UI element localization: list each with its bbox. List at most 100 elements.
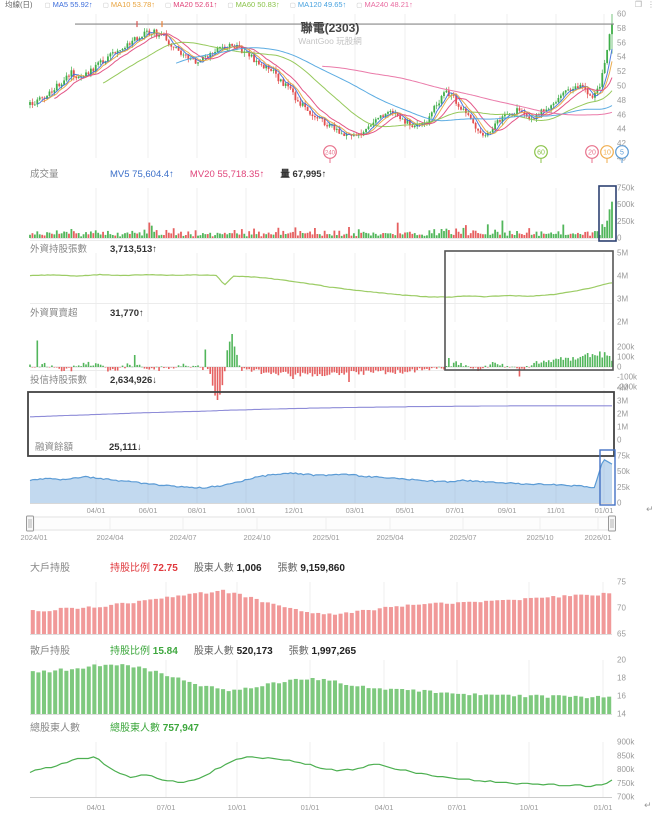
svg-text:2025/01: 2025/01 <box>312 533 339 542</box>
major-holders-count-label: 股東人數 <box>193 563 234 574</box>
svg-text:2025/04: 2025/04 <box>376 533 403 542</box>
retail-holders-chart[interactable] <box>30 664 612 714</box>
svg-text:07/01: 07/01 <box>446 506 465 515</box>
ma-legend-bar: 均線(日) ▢ MA5 55.92↑ ▢ MA10 53.78↑ ▢ MA20 52.61… <box>5 0 655 11</box>
checkbox-icon[interactable]: ▢ <box>165 1 172 9</box>
svg-text:07/01: 07/01 <box>448 803 467 812</box>
retail-holders-count-value: 520,173 <box>236 646 273 657</box>
svg-text:3M: 3M <box>617 295 628 304</box>
ma-legend-item[interactable]: ▢ MA60 50.83↑ <box>227 0 279 9</box>
total-holders-stat-row: 總股東人數 總股東人數 757,947 <box>30 719 199 734</box>
ma-legend-label: MA240 48.21↑ <box>364 0 413 10</box>
checkbox-icon[interactable]: ▢ <box>227 1 234 9</box>
svg-text:10: 10 <box>603 150 611 157</box>
svg-text:-100k: -100k <box>617 373 638 382</box>
retail-holders-label: 散戶持股 <box>30 646 70 657</box>
svg-text:60: 60 <box>537 150 545 157</box>
checkbox-icon[interactable]: ▢ <box>44 1 51 9</box>
volume-stat-row: 成交量 MV5 75,604.4↑ MV20 55,718.35↑ 量 67,9… <box>30 166 326 180</box>
svg-text:2024/01: 2024/01 <box>20 533 47 542</box>
major-lots-value: 9,159,860 <box>300 563 345 574</box>
volume-value: 量 67,995↑ <box>280 169 327 180</box>
checkbox-icon[interactable]: ▢ <box>356 1 363 9</box>
major-lots-stat: 張數 9,159,860 <box>278 559 345 574</box>
ma-legend-label: MA20 52.61↑ <box>173 0 218 10</box>
svg-text:20: 20 <box>588 150 596 157</box>
checkbox-icon[interactable]: ▢ <box>102 1 109 9</box>
total-holders-stat: 總股東人數 757,947 <box>110 719 199 734</box>
navigator[interactable]: 2024/01 2024/04 2024/07 2024/10 2025/01 2025/… <box>20 515 616 542</box>
ma-legend-label: MA60 50.83↑ <box>235 0 280 10</box>
ma-legend-label: MA5 55.92↑ <box>52 0 93 10</box>
svg-text:250k: 250k <box>617 217 635 226</box>
date-axis: 04/01 06/01 08/01 10/01 12/01 03/01 05/01 07/01… <box>87 506 614 812</box>
major-ratio-label: 持股比例 <box>110 563 150 574</box>
checkbox-icon[interactable]: ▢ <box>289 1 296 9</box>
major-holders-label: 大戶持股 <box>30 563 70 574</box>
foreign-holdings-chart[interactable] <box>29 273 613 298</box>
trust-holdings-chart[interactable] <box>30 405 612 418</box>
total-holders-value-label: 總股東人數 <box>110 723 160 734</box>
ma-legend-item[interactable]: ▢ MA5 55.92↑ <box>45 0 93 9</box>
svg-text:2M: 2M <box>617 318 628 327</box>
foreign-net-label: 外資買賣超 <box>30 308 78 319</box>
navigator-handle-left[interactable] <box>26 515 34 532</box>
svg-text:750k: 750k <box>617 184 635 193</box>
more-icon[interactable]: ⋮ <box>647 0 655 9</box>
volume-chart[interactable] <box>29 201 613 238</box>
svg-text:16: 16 <box>617 692 626 701</box>
volume-mv20-value: MV20 55,718.35↑ <box>189 169 265 180</box>
trust-holdings-stat-row: 投信持股張數 2,634,926↓ <box>30 372 157 386</box>
svg-text:01/01: 01/01 <box>301 803 320 812</box>
svg-text:08/01: 08/01 <box>188 506 207 515</box>
svg-text:01/01: 01/01 <box>594 803 613 812</box>
expand-icon[interactable]: ❐ <box>634 0 642 9</box>
trust-holdings-value: 2,634,926↓ <box>110 375 158 386</box>
ma-legend-item[interactable]: ▢ MA120 49.65↑ <box>290 0 347 9</box>
svg-text:48: 48 <box>617 96 626 105</box>
svg-text:01/01: 01/01 <box>595 506 614 515</box>
margin-chart[interactable] <box>29 459 613 503</box>
svg-text:500k: 500k <box>617 200 635 209</box>
svg-text:58: 58 <box>617 24 626 33</box>
svg-text:75: 75 <box>617 578 626 587</box>
watermark: WantGoo 玩股網 <box>298 36 362 46</box>
foreign-holdings-stat-row: 外資持股張數 3,713,513↑ <box>30 241 157 255</box>
navigator-handle-right[interactable] <box>608 515 616 532</box>
svg-text:03/01: 03/01 <box>346 506 365 515</box>
major-ratio-stat: 持股比例 72.75 <box>110 559 178 574</box>
svg-text:2024/07: 2024/07 <box>169 533 196 542</box>
svg-text:04/01: 04/01 <box>87 803 106 812</box>
price-chart[interactable] <box>29 14 614 140</box>
chart-title: 聯電(2303) <box>300 21 360 35</box>
return-indicator-top: ↵ <box>646 504 654 514</box>
svg-text:25k: 25k <box>617 483 631 492</box>
svg-text:12/01: 12/01 <box>285 506 304 515</box>
svg-text:56: 56 <box>617 38 626 47</box>
ma-legend-item[interactable]: ▢ MA10 53.78↑ <box>103 0 155 9</box>
ma-legend-item[interactable]: ▢ MA20 52.61↑ <box>165 0 217 9</box>
svg-text:07/01: 07/01 <box>157 803 176 812</box>
ma-legend-item[interactable]: ▢ MA240 48.21↑ <box>356 0 413 9</box>
window-controls: ❐ ⋮ <box>635 0 655 9</box>
svg-text:46: 46 <box>617 110 626 119</box>
foreign-net-chart[interactable] <box>29 334 613 400</box>
ma-legend-items: ▢ MA5 55.92↑ ▢ MA10 53.78↑ ▢ MA20 52.61↑ ▢ MA60… <box>45 0 423 9</box>
retail-lots-stat: 張數 1,997,265 <box>289 642 356 657</box>
svg-text:05/01: 05/01 <box>396 506 415 515</box>
major-holders-count-stat: 股東人數 1,006 <box>194 559 262 574</box>
svg-text:0: 0 <box>617 363 622 372</box>
major-ratio-value: 72.75 <box>152 563 178 574</box>
svg-text:850k: 850k <box>617 751 635 760</box>
return-indicator-bottom: ↵ <box>644 800 652 810</box>
svg-text:65: 65 <box>617 630 626 639</box>
svg-text:06/01: 06/01 <box>139 506 158 515</box>
total-holders-chart[interactable] <box>29 756 613 788</box>
svg-text:70: 70 <box>617 604 626 613</box>
svg-text:700k: 700k <box>617 793 635 802</box>
svg-text:800k: 800k <box>617 765 635 774</box>
major-holders-chart[interactable] <box>30 589 612 634</box>
foreign-holdings-value: 3,713,513↑ <box>110 244 158 255</box>
svg-text:-200k: -200k <box>617 383 638 392</box>
